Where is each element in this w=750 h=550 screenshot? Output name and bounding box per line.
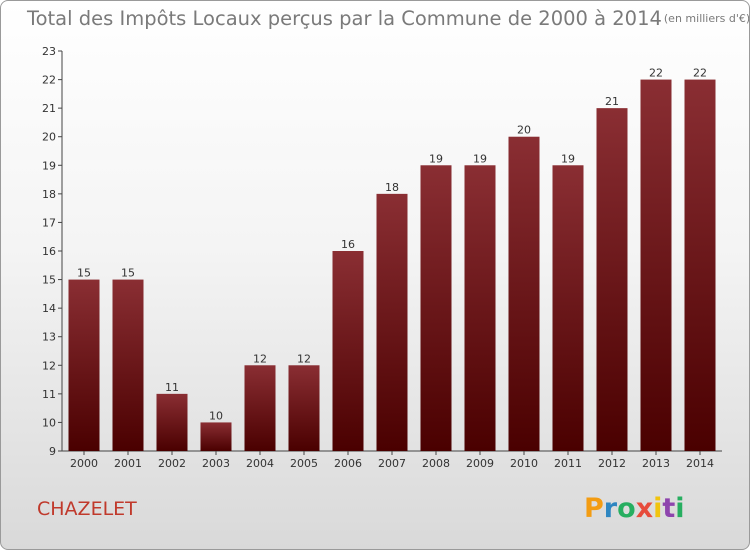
logo-letter: x — [636, 493, 653, 524]
data-label: 12 — [297, 352, 311, 365]
bar — [464, 165, 496, 452]
bar — [332, 251, 364, 451]
bar — [640, 79, 672, 452]
y-tick-label: 11 — [42, 388, 56, 401]
x-tick-label: 2006 — [334, 457, 362, 470]
bar — [684, 79, 716, 452]
axes: 9 10 11 12 13 14 15 16 17 18 19 20 21 22 23 2000 2001 200… — [42, 45, 722, 470]
y-tick-label: 20 — [42, 131, 56, 144]
data-label: 11 — [165, 381, 179, 394]
logo-letter: P — [584, 493, 604, 524]
data-label: 15 — [77, 267, 91, 280]
y-tick-label: 21 — [42, 102, 56, 115]
bar — [288, 365, 320, 451]
data-label: 19 — [429, 152, 443, 165]
bar — [112, 279, 144, 451]
proxiti-logo: Proxiti — [584, 493, 685, 524]
commune-name: CHAZELET — [37, 498, 137, 520]
bar — [156, 393, 188, 451]
x-tick-label: 2008 — [422, 457, 450, 470]
data-label: 21 — [605, 95, 619, 108]
data-label: 20 — [517, 124, 531, 137]
bar — [244, 365, 276, 451]
x-tick-label: 2013 — [642, 457, 670, 470]
bar — [68, 279, 100, 451]
logo-letter: r — [604, 493, 618, 524]
data-label: 19 — [561, 152, 575, 165]
y-tick-label: 12 — [42, 359, 56, 372]
data-label: 18 — [385, 181, 399, 194]
data-label: 19 — [473, 152, 487, 165]
logo-letter: o — [617, 493, 636, 524]
data-label: 12 — [253, 352, 267, 365]
x-tick-label: 2011 — [554, 457, 582, 470]
y-tick-label: 13 — [42, 331, 56, 344]
y-tick-label: 22 — [42, 74, 56, 87]
bar — [376, 193, 408, 451]
data-label: 22 — [649, 67, 663, 80]
chart-title-main: Total des Impôts Locaux perçus par la Co… — [26, 7, 662, 30]
x-tick-label: 2003 — [202, 457, 230, 470]
bar — [552, 165, 584, 452]
y-tick-label: 19 — [42, 159, 56, 172]
data-label: 15 — [121, 267, 135, 280]
bars: 15 15 11 10 12 12 16 18 19 19 20 19 21 22 22 — [68, 67, 716, 452]
data-label: 16 — [341, 238, 355, 251]
y-tick-label: 18 — [42, 188, 56, 201]
x-tick-label: 2004 — [246, 457, 274, 470]
y-tick-label: 23 — [42, 45, 56, 58]
logo-letter: t — [662, 493, 675, 524]
data-label: 10 — [209, 409, 223, 422]
bar — [508, 136, 540, 451]
y-tick-label: 17 — [42, 216, 56, 229]
data-label: 22 — [693, 67, 707, 80]
x-tick-label: 2014 — [686, 457, 714, 470]
y-tick-label: 9 — [49, 445, 56, 458]
bar — [420, 165, 452, 452]
chart-title-unit: (en milliers d'€) — [664, 12, 750, 25]
logo-letter: i — [675, 493, 684, 524]
x-tick-label: 2010 — [510, 457, 538, 470]
x-tick-label: 2009 — [466, 457, 494, 470]
x-tick-label: 2001 — [114, 457, 142, 470]
bar — [596, 108, 628, 452]
y-tick-label: 14 — [42, 302, 56, 315]
x-tick-label: 2000 — [70, 457, 98, 470]
x-tick-label: 2005 — [290, 457, 318, 470]
y-tick-label: 16 — [42, 245, 56, 258]
y-tick-label: 10 — [42, 416, 56, 429]
x-tick-label: 2012 — [598, 457, 626, 470]
chart-title: Total des Impôts Locaux perçus par la Co… — [26, 7, 750, 30]
x-tick-label: 2007 — [378, 457, 406, 470]
x-tick-label: 2002 — [158, 457, 186, 470]
bar — [200, 422, 232, 451]
logo-letter: i — [653, 493, 662, 524]
y-tick-label: 15 — [42, 274, 56, 287]
